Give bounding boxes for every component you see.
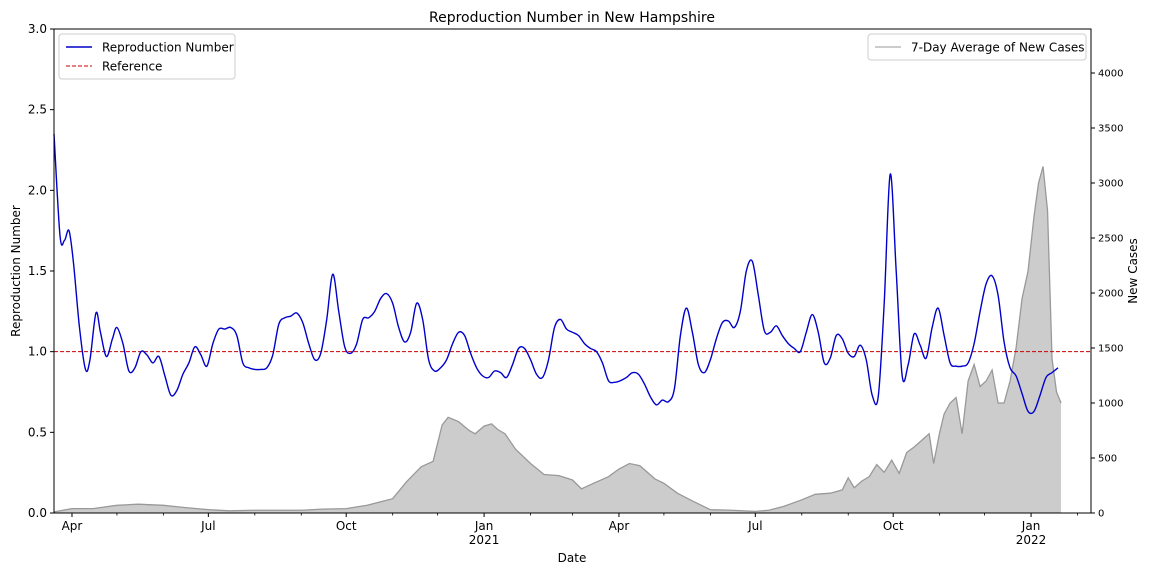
y-tick-label: 0.5 (28, 425, 47, 439)
y2-axis-label: New Cases (1126, 238, 1140, 304)
chart-title: Reproduction Number in New Hampshire (429, 10, 715, 26)
x-tick-year-label: 2021 (469, 533, 500, 547)
x-tick-label: Jan (474, 519, 494, 533)
x-tick-label: Jan (1021, 519, 1041, 533)
cases-area-fill (54, 166, 1062, 513)
y-axis-label: Reproduction Number (9, 205, 23, 337)
y-tick-label: 1.5 (28, 264, 47, 278)
y2-tick-label: 2500 (1098, 234, 1123, 245)
cases-area-outline (53, 166, 1062, 513)
y2-tick-label: 500 (1098, 454, 1117, 465)
x-tick-label: Apr (62, 519, 83, 533)
legend-label: Reproduction Number (102, 41, 234, 55)
x-tick-year-label: 2022 (1016, 533, 1047, 547)
x-tick-label: Jul (747, 519, 762, 533)
y2-tick-label: 4000 (1098, 69, 1123, 80)
legend-right: 7-Day Average of New Cases (867, 33, 1087, 61)
legend-label: Reference (102, 60, 162, 74)
legend-box (867, 33, 1087, 61)
x-tick-label: Oct (883, 519, 904, 533)
y2-tick-label: 3000 (1098, 179, 1123, 190)
y-tick-label: 2.0 (28, 183, 47, 197)
x-tick-label: Jul (200, 519, 215, 533)
legend-label: 7-Day Average of New Cases (911, 41, 1085, 55)
reproduction-line (53, 133, 1059, 415)
y2-tick-label: 0 (1098, 509, 1104, 520)
y2-tick-label: 1500 (1098, 344, 1123, 355)
y2-tick-label: 3500 (1098, 124, 1123, 135)
cases-area-layer (53, 166, 1062, 513)
y-tick-label: 0.0 (28, 506, 47, 520)
x-tick-label: Oct (336, 519, 357, 533)
reproduction-line-layer (53, 133, 1091, 415)
legend-box (58, 33, 236, 80)
x-axis-label: Date (558, 551, 587, 565)
axis-layer: 0.0 0.5 1.0 1.5 2.0 2.5 3.0 0 500 1000 1500 2000 250… (28, 22, 1124, 547)
y-tick-label: 2.5 (28, 103, 47, 117)
y-tick-label: 3.0 (28, 22, 47, 36)
x-tick-label: Apr (609, 519, 630, 533)
y-tick-label: 1.0 (28, 345, 47, 359)
y2-tick-label: 1000 (1098, 399, 1123, 410)
legend-left: Reproduction Number Reference (58, 33, 236, 80)
y2-tick-label: 2000 (1098, 289, 1123, 300)
